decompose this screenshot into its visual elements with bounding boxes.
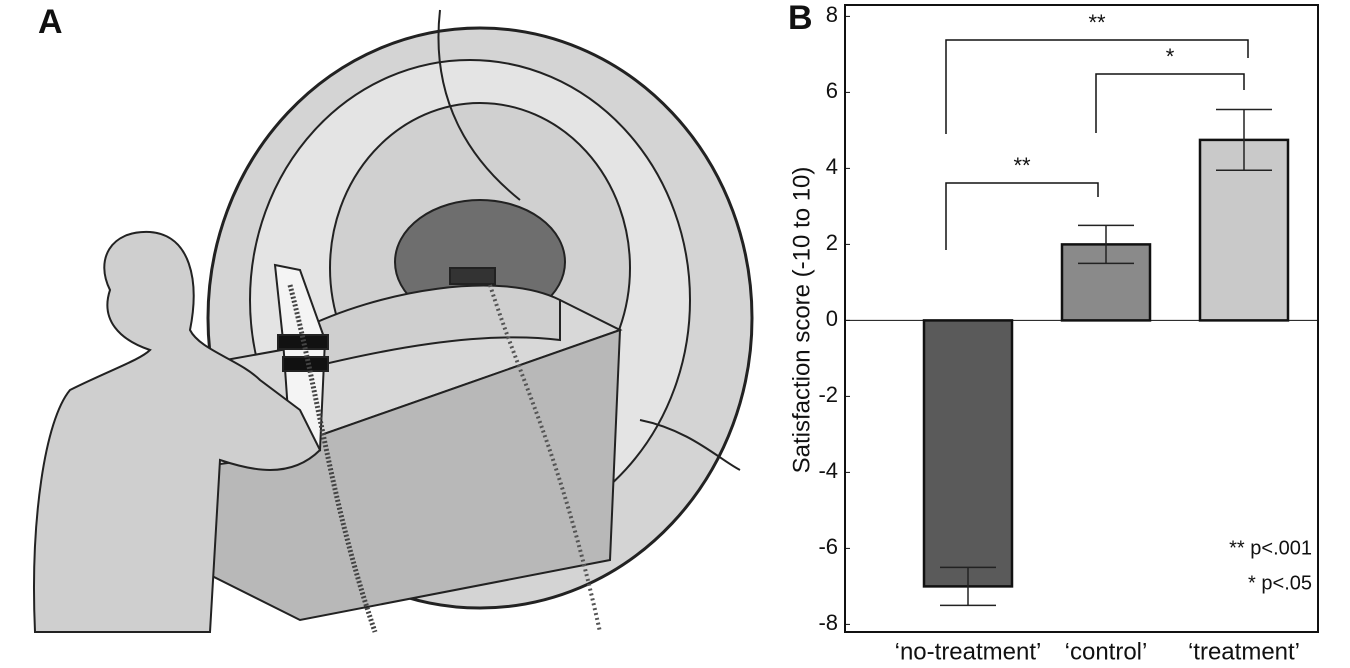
significance-bracket [946, 183, 1098, 250]
y-tick-label: 2 [826, 230, 838, 255]
figure: A B Satisfaction score (-10 to 10) -8 -6 -… [0, 0, 1350, 668]
y-tick-label: -8 [818, 610, 838, 635]
illustration [34, 10, 752, 632]
x-tick-label: ‘control’ [1065, 638, 1148, 665]
significance-bracket [946, 40, 1248, 134]
y-tick-label: 6 [826, 78, 838, 103]
significance-label: ** [1013, 153, 1031, 178]
bar [924, 320, 1012, 586]
significance-bracket [1096, 74, 1244, 133]
x-tick-label: ‘no-treatment’ [895, 638, 1042, 665]
y-axis-label: Satisfaction score (-10 to 10) [788, 167, 815, 474]
significance-label: ** [1088, 10, 1106, 35]
x-tick-label: ‘treatment’ [1188, 638, 1300, 665]
y-tick-label: 8 [826, 2, 838, 27]
y-tick-label: -4 [818, 458, 838, 483]
panel-label: A [38, 3, 63, 41]
y-tick-label: -6 [818, 534, 838, 559]
panel-label: B [788, 0, 813, 37]
legend-note: * p<.05 [1248, 572, 1312, 594]
y-tick-label: -2 [818, 382, 838, 407]
y-tick-label: 0 [826, 306, 838, 331]
significance-label: * [1166, 44, 1175, 69]
legend-note: ** p<.001 [1229, 537, 1312, 559]
y-tick-label: 4 [826, 154, 838, 179]
